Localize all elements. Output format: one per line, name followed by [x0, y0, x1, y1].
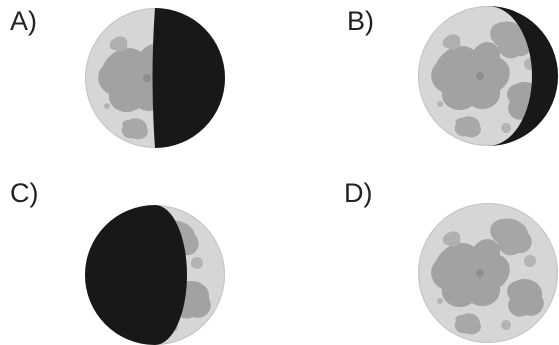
waxing-crescent-moon-icon [85, 205, 225, 345]
option-label-c: C) [10, 178, 39, 208]
option-d[interactable]: D) [279, 172, 558, 344]
option-b[interactable]: B) [279, 0, 558, 172]
waxing-gibbous-moon-icon [418, 6, 558, 146]
option-label-d: D) [344, 178, 373, 208]
option-label-a: A) [10, 6, 37, 36]
option-label-b: B) [347, 6, 374, 36]
option-a[interactable]: A) [0, 0, 279, 172]
full-moon-icon [418, 203, 558, 343]
first-quarter-moon-icon [85, 8, 225, 148]
option-c[interactable]: C) [0, 172, 279, 345]
